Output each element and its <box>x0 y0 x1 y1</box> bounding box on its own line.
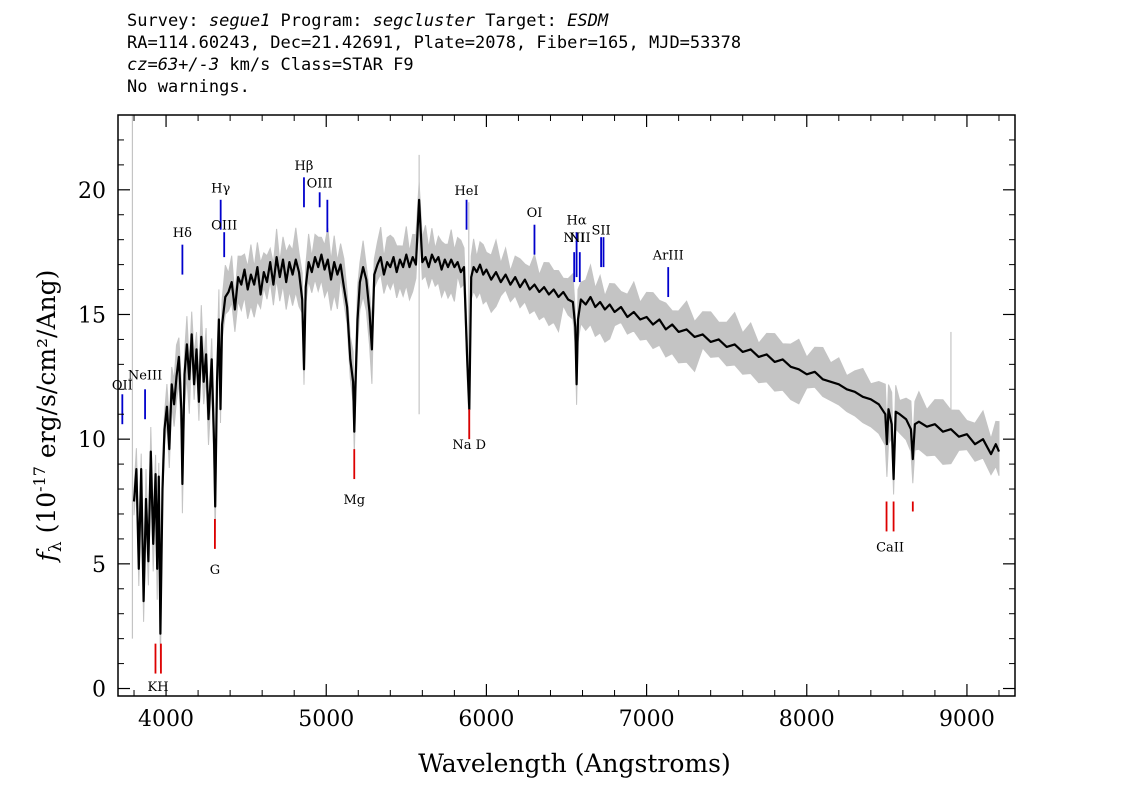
header-line-4: No warnings. <box>127 77 250 97</box>
emission-line-label: Hα <box>567 214 587 229</box>
emission-line-label: Hδ <box>173 226 192 241</box>
emission-line-label: SII <box>592 224 611 239</box>
emission-line-label: OII <box>112 378 133 393</box>
x-tick-label: 5000 <box>298 707 354 732</box>
absorption-line-label: Mg <box>343 493 365 508</box>
emission-line-label: Hβ <box>295 159 314 174</box>
y-tick-label: 5 <box>92 553 106 578</box>
program-value: segcluster <box>372 11 476 31</box>
absorption-line-label: G <box>210 563 220 578</box>
survey-value: segue1 <box>208 11 271 31</box>
emission-line-label: OIII <box>307 176 333 191</box>
y-tick-label: 10 <box>78 428 106 453</box>
header-line-3: cz=63+/-3 km/s Class=STAR F9 <box>127 54 741 76</box>
axes-layer: 4000 5000 6000 7000 8000 9000 0 5 10 15 20 <box>78 114 1016 732</box>
redshift-value: cz=63+/-3 <box>127 55 220 75</box>
flux-layer <box>132 198 1001 635</box>
emission-line-label: NeIII <box>128 368 162 383</box>
header-line-2: RA=114.60243, Dec=21.42691, Plate=2078, … <box>127 33 742 53</box>
flux-line <box>132 198 1001 635</box>
target-label: Target: <box>475 11 568 31</box>
noise-band <box>133 182 1000 669</box>
header-line-1: Survey: segue1 Program: segcluster Targe… <box>127 10 741 32</box>
noise-band-layer <box>131 115 1000 669</box>
survey-label: Survey: <box>127 11 209 31</box>
emission-line-label: OI <box>527 206 543 221</box>
target-value: ESDM <box>567 11 609 31</box>
absorption-group-label: CaII <box>876 540 904 555</box>
emission-line-label: ArIII <box>652 249 684 264</box>
plot-frame <box>117 114 1016 697</box>
emission-line-label: OIII <box>211 219 237 234</box>
x-axis-label: Wavelength (Angstroms) <box>418 749 730 778</box>
x-tick-label: 9000 <box>939 707 995 732</box>
spectrum-header: Survey: segue1 Program: segcluster Targe… <box>127 10 741 98</box>
y-tick-label: 0 <box>92 678 106 703</box>
x-tick-label: 4000 <box>138 707 194 732</box>
y-tick-label: 15 <box>78 303 106 328</box>
emission-line-label: NII <box>569 231 591 246</box>
program-label: Program: <box>270 11 373 31</box>
emission-line-label: NII <box>563 231 585 246</box>
absorption-line-label: Na D <box>452 438 486 453</box>
emission-line-label: HeI <box>454 184 478 199</box>
axis-labels-layer: Wavelength (Angstroms) fλ (10-17 erg/s/cm… <box>30 270 731 778</box>
x-tick-label: 7000 <box>619 707 675 732</box>
y-axis-label: fλ (10-17 erg/s/cm²/Ang) <box>30 270 66 564</box>
emission-line-label: Hγ <box>211 181 230 196</box>
x-tick-label: 6000 <box>458 707 514 732</box>
absorption-group-label: KH <box>148 680 169 695</box>
class-info: km/s Class=STAR F9 <box>219 55 414 75</box>
x-tick-label: 8000 <box>779 707 835 732</box>
y-tick-label: 20 <box>78 179 106 204</box>
